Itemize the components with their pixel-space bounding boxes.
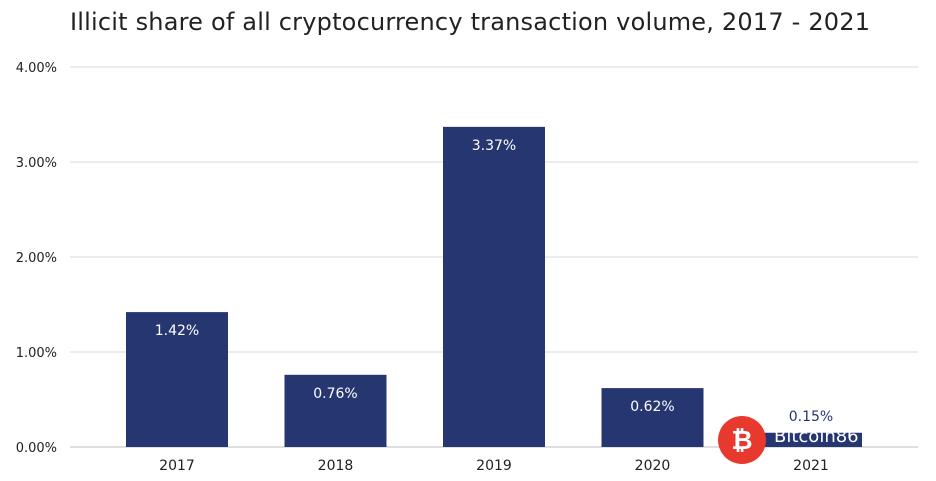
x-tick-label: 2021 xyxy=(793,458,829,474)
bar-value-labels: 1.42% 0.76% 3.37% 0.62% 0.15% xyxy=(155,138,833,425)
bar-2021 xyxy=(760,432,862,447)
x-tick-label: 2020 xyxy=(635,458,671,474)
bar-2020 xyxy=(601,388,704,447)
bar-value-label: 1.42% xyxy=(155,323,199,339)
y-tick-label: 4.00% xyxy=(16,61,57,76)
bitcoin-icon: ₿ xyxy=(718,416,766,464)
bars xyxy=(126,126,862,447)
watermark-text: Bitcoin86 xyxy=(774,426,859,447)
x-tick-label: 2017 xyxy=(159,458,195,474)
watermark: ₿ Bitcoin86 xyxy=(716,414,866,466)
x-axis-tick-labels: 2017 2018 2019 2020 2021 xyxy=(159,458,829,474)
bar-value-label: 0.62% xyxy=(630,399,674,415)
y-axis-tick-labels: 0.00% 1.00% 2.00% 3.00% 4.00% xyxy=(16,61,57,456)
bar-value-label: 0.15% xyxy=(789,409,833,425)
x-tick-label: 2019 xyxy=(476,458,512,474)
chart-title: Illicit share of all cryptocurrency tran… xyxy=(70,8,871,36)
bar-2017 xyxy=(126,312,228,447)
bar-2018 xyxy=(284,374,387,447)
svg-text:₿: ₿ xyxy=(731,426,752,456)
bar-value-label: 3.37% xyxy=(472,138,516,154)
y-tick-label: 1.00% xyxy=(16,346,57,361)
bar-value-label: 0.76% xyxy=(313,386,357,402)
y-tick-label: 0.00% xyxy=(16,441,57,456)
bar-2019 xyxy=(443,126,545,447)
y-tick-label: 3.00% xyxy=(16,156,57,171)
x-tick-label: 2018 xyxy=(318,458,354,474)
y-tick-label: 2.00% xyxy=(16,251,57,266)
